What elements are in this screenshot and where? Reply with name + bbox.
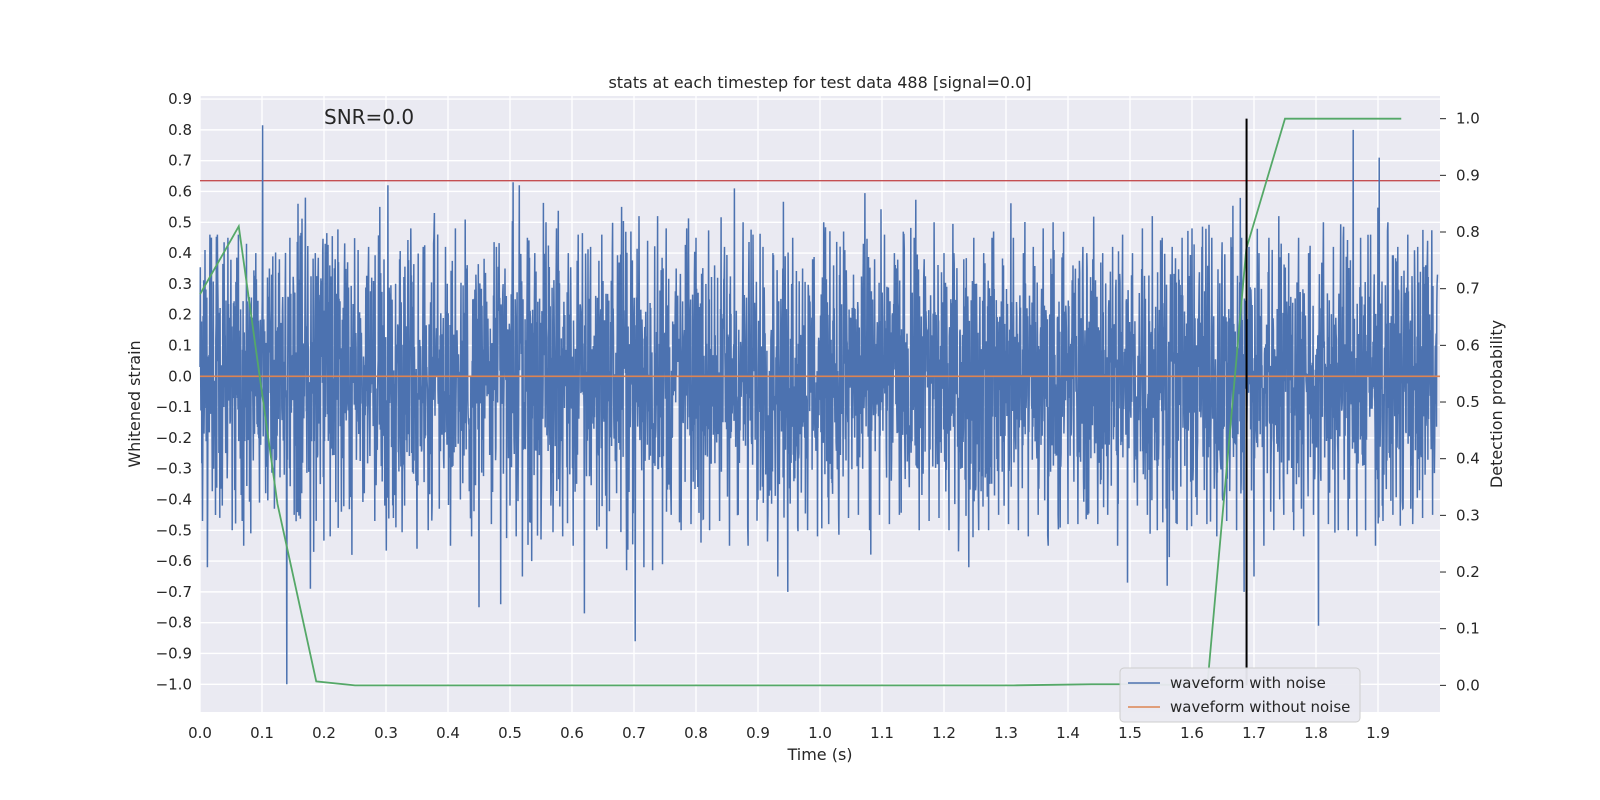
x-tick-label: 1.6: [1180, 724, 1204, 742]
snr-annotation: SNR=0.0: [324, 105, 414, 129]
x-tick-label: 1.8: [1304, 724, 1328, 742]
x-tick-label: 1.3: [994, 724, 1018, 742]
x-tick-label: 0.6: [560, 724, 584, 742]
y-tick-label: −0.8: [156, 614, 192, 632]
y2-tick-label: 0.1: [1456, 620, 1480, 638]
series-waveform-with-noise: [199, 125, 1439, 685]
y-tick-label: −0.5: [156, 521, 192, 539]
y-tick-label: 0.4: [168, 244, 192, 262]
y2-tick-label: 0.7: [1456, 280, 1480, 298]
x-tick-label: 1.0: [808, 724, 832, 742]
y2-tick-label: 0.5: [1456, 393, 1480, 411]
y-tick-label: 0.6: [168, 182, 192, 200]
y2-tick-label: 0.3: [1456, 506, 1480, 524]
y-tick-label: −0.1: [156, 398, 192, 416]
legend: waveform with noise waveform without noi…: [1119, 667, 1361, 723]
y-tick-label: −0.4: [156, 490, 192, 508]
y-tick-label: −0.3: [156, 460, 192, 478]
y2-tick-label: 0.9: [1456, 166, 1480, 184]
x-tick-label: 0.8: [684, 724, 708, 742]
y-axis-label: Whitened strain: [125, 340, 144, 467]
legend-label-waveform-without-noise: waveform without noise: [1170, 698, 1350, 716]
y2-tick-label: 0.6: [1456, 336, 1480, 354]
y-tick-label: −1.0: [156, 675, 192, 693]
y-tick-label: 0.2: [168, 306, 192, 324]
y2-tick-label: 1.0: [1456, 110, 1480, 128]
y-tick-label: 0.5: [168, 213, 192, 231]
y2-axis-label: Detection probability: [1487, 320, 1506, 488]
y-tick-label: 0.1: [168, 336, 192, 354]
y-tick-label: −0.6: [156, 552, 192, 570]
x-tick-label: 0.2: [312, 724, 336, 742]
x-tick-label: 1.1: [870, 724, 894, 742]
y2-tick-label: 0.8: [1456, 223, 1480, 241]
y-tick-label: −0.2: [156, 429, 192, 447]
y-tick-label: 0.9: [168, 90, 192, 108]
x-tick-label: 1.2: [932, 724, 956, 742]
y2-tick-label: 0.2: [1456, 563, 1480, 581]
x-tick-label: 0.0: [188, 724, 212, 742]
x-tick-label: 0.4: [436, 724, 460, 742]
legend-label-waveform-with-noise: waveform with noise: [1170, 674, 1326, 692]
chart-title: stats at each timestep for test data 488…: [608, 73, 1031, 92]
x-tick-label: 1.4: [1056, 724, 1080, 742]
x-tick-label: 0.5: [498, 724, 522, 742]
x-tick-label: 0.1: [250, 724, 274, 742]
y-tick-label: −0.7: [156, 583, 192, 601]
y-tick-label: 0.8: [168, 121, 192, 139]
x-tick-label: 1.5: [1118, 724, 1142, 742]
y2-tick-label: 0.0: [1456, 676, 1480, 694]
y-tick-label: 0.7: [168, 152, 192, 170]
x-tick-label: 0.3: [374, 724, 398, 742]
y-tick-label: −0.9: [156, 644, 192, 662]
x-tick-label: 1.7: [1242, 724, 1266, 742]
x-tick-label: 0.9: [746, 724, 770, 742]
ticks: 0.0 0.1 0.2 0.3 0.4 0.5 0.6 0.7 0.8 0.9 1.0 1.1 1.2 1…: [156, 90, 1480, 742]
legend-box: [1119, 667, 1361, 723]
y2-tick-label: 0.4: [1456, 450, 1480, 468]
x-axis-label: Time (s): [786, 745, 852, 764]
y-tick-label: 0.3: [168, 275, 192, 293]
x-tick-label: 1.9: [1366, 724, 1390, 742]
x-tick-label: 0.7: [622, 724, 646, 742]
y-tick-label: 0.0: [168, 367, 192, 385]
